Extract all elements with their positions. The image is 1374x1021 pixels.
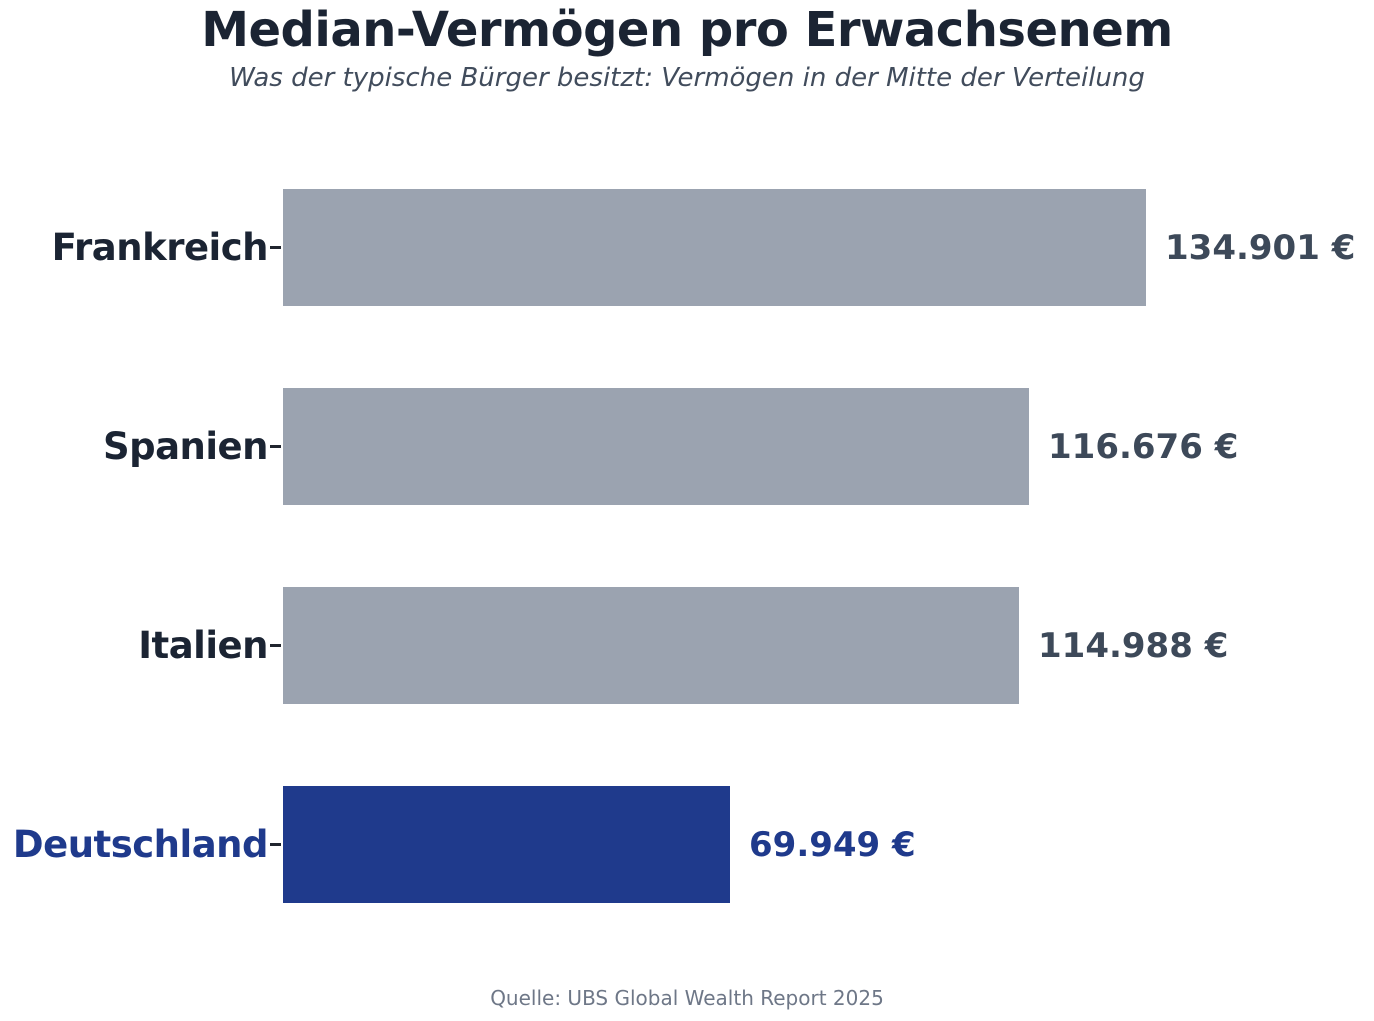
value-label: 116.676 € (1048, 426, 1239, 467)
category-label: Spanien (102, 425, 269, 468)
chart-title: Median-Vermögen pro Erwachsenem (201, 2, 1173, 58)
category-label: Italien (138, 624, 268, 667)
bar (283, 587, 1019, 704)
bar-row: Frankreich 134.901 € (0, 189, 1374, 306)
bar-row: Italien 114.988 € (0, 587, 1374, 704)
value-label: 114.988 € (1038, 625, 1229, 666)
bar-row: Spanien 116.676 € (0, 388, 1374, 505)
axis-tick (270, 842, 281, 846)
category-label: Frankreich (51, 226, 269, 269)
axis-tick (270, 444, 281, 448)
value-label: 69.949 € (749, 824, 916, 865)
value-label: 134.901 € (1165, 227, 1356, 268)
bar (283, 786, 730, 903)
category-label: Deutschland (12, 823, 269, 866)
axis-tick (270, 643, 281, 647)
bar-row: Deutschland 69.949 € (0, 786, 1374, 903)
bar (283, 388, 1029, 505)
axis-tick (270, 245, 281, 249)
chart-subtitle: Was der typische Bürger besitzt: Vermöge… (229, 63, 1145, 93)
bar (283, 189, 1146, 306)
source-caption: Quelle: UBS Global Wealth Report 2025 (490, 986, 884, 1010)
